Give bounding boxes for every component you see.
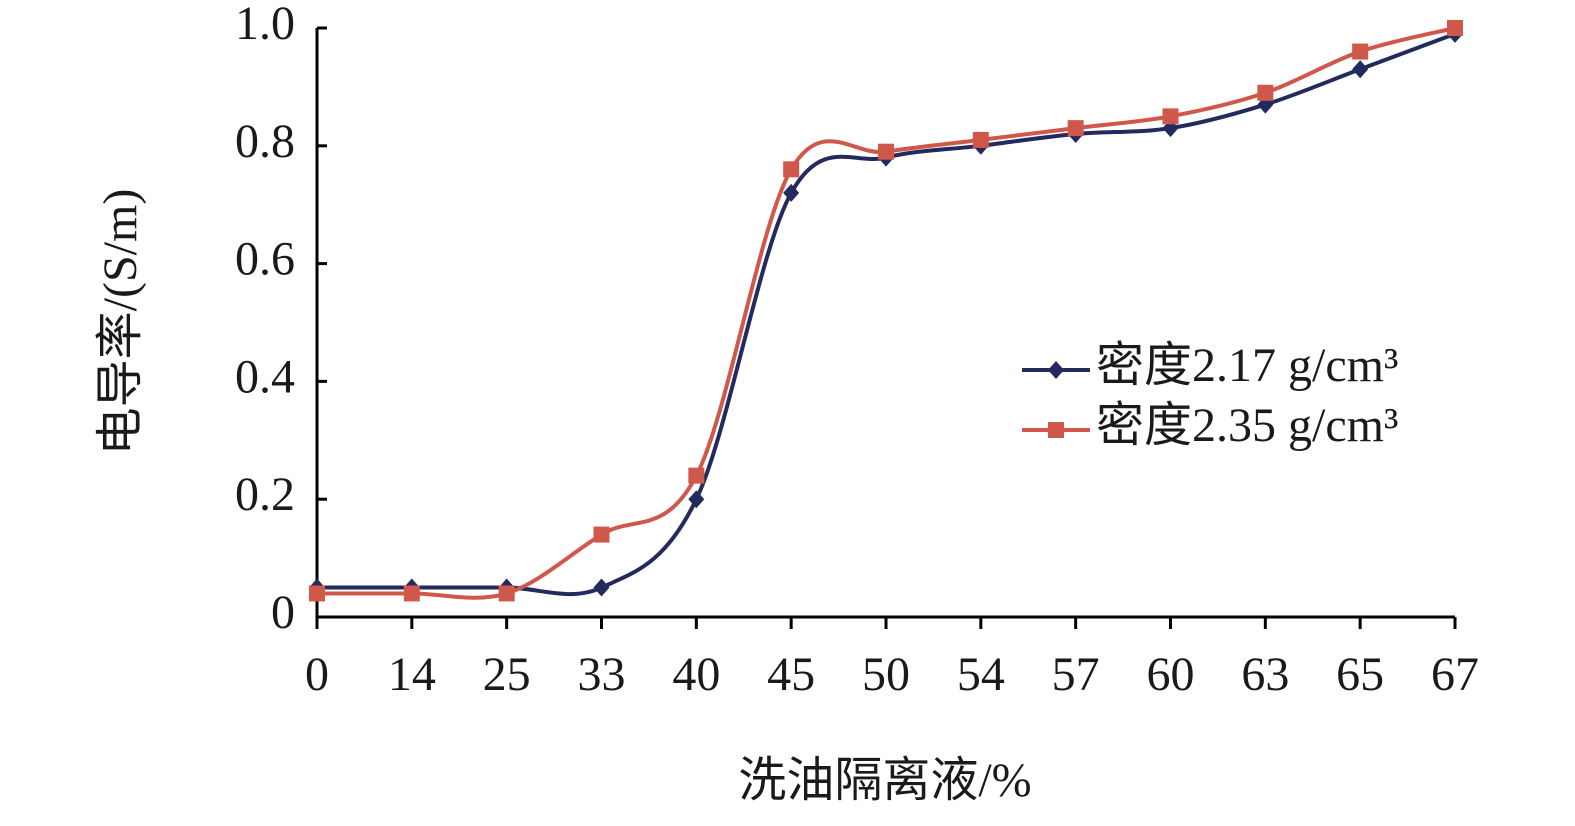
x-tick-label: 45 [767, 648, 815, 701]
x-tick-label: 14 [388, 648, 436, 701]
x-tick-label: 57 [1052, 648, 1100, 701]
x-tick-label: 54 [957, 648, 1005, 701]
point-marker [1162, 119, 1179, 138]
y-tick-label: 0 [271, 586, 295, 639]
legend-label: 密度2.17 g/cm³ [1096, 339, 1398, 392]
point-marker [403, 585, 420, 602]
point-marker [309, 585, 325, 602]
x-tick-label: 67 [1431, 648, 1479, 701]
point-marker [1067, 120, 1084, 137]
x-tick-label: 0 [305, 648, 329, 701]
point-marker [1352, 60, 1369, 79]
series-line [317, 26, 1456, 600]
point-marker [878, 143, 894, 160]
y-tick-label: 0.2 [235, 468, 295, 521]
y-tick-label: 0.8 [235, 115, 295, 168]
x-tick-label: 40 [672, 648, 720, 701]
x-tick-label: 50 [862, 648, 910, 701]
x-tick-label: 25 [483, 648, 531, 701]
point-marker [783, 183, 800, 202]
point-marker [972, 131, 989, 148]
x-tick-label: 63 [1241, 648, 1289, 701]
legend-marker [1048, 422, 1064, 438]
point-marker [593, 578, 610, 597]
y-tick-label: 0.6 [235, 233, 295, 286]
point-marker [688, 490, 705, 509]
x-tick-label: 65 [1336, 648, 1384, 701]
x-tick-label: 60 [1147, 648, 1195, 701]
x-axis-title: 洗油隔离液/% [738, 754, 1031, 807]
y-axis-title: 电导率/(S/m) [94, 189, 147, 456]
point-marker [1162, 108, 1179, 125]
point-marker [783, 161, 800, 178]
x-tick-label: 33 [578, 648, 626, 701]
point-marker [498, 585, 515, 602]
y-tick-label: 1.0 [235, 0, 295, 50]
point-marker [1447, 20, 1463, 36]
point-marker [1352, 43, 1369, 60]
point-marker [688, 467, 705, 484]
legend-label: 密度2.35 g/cm³ [1096, 399, 1398, 452]
series-line [316, 32, 1456, 597]
y-tick-label: 0.4 [235, 350, 295, 403]
point-marker [1257, 84, 1274, 101]
legend-marker [1048, 361, 1064, 379]
point-marker [593, 526, 610, 543]
